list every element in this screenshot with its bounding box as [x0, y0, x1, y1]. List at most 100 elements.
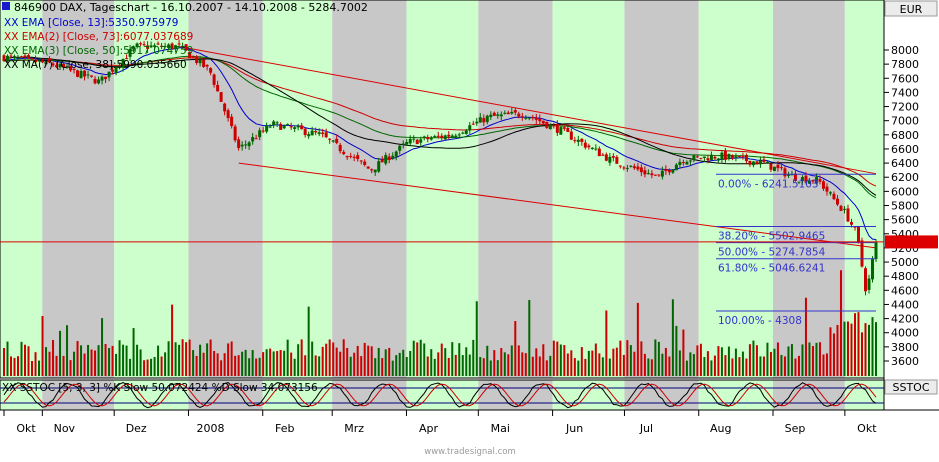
volume-bar — [762, 356, 765, 376]
x-tick-label: Nov — [54, 422, 76, 435]
candle-body — [366, 166, 370, 169]
volume-bar — [479, 357, 482, 376]
indicator-ma38[interactable]: XX MA(7) [Close, 38]:5990.035660 — [4, 59, 187, 71]
candle-body — [629, 165, 633, 167]
last-price-marker — [885, 235, 938, 249]
volume-bar — [10, 356, 13, 376]
volume-bar — [822, 354, 825, 376]
volume-bar — [237, 355, 240, 376]
candle-body — [181, 45, 185, 47]
candle-body — [671, 169, 675, 173]
volume-bar — [668, 356, 671, 376]
candle-body — [261, 130, 265, 132]
volume-bar — [3, 348, 5, 376]
volume-bar — [654, 339, 657, 376]
candle-body — [440, 135, 444, 138]
candle-body — [874, 241, 878, 260]
candle-body — [244, 144, 248, 146]
volume-bar — [279, 350, 282, 376]
candle-body — [153, 45, 157, 47]
volume-bar — [591, 350, 594, 376]
month-band — [114, 0, 189, 378]
candle-body — [566, 127, 570, 133]
volume-bar — [717, 346, 720, 376]
volume-bar — [731, 358, 734, 376]
candle-body — [135, 43, 139, 47]
candle-body — [471, 123, 475, 125]
candle-body — [401, 143, 405, 145]
candle-body — [807, 180, 811, 184]
volume-bar — [171, 304, 174, 376]
volume-bar — [13, 357, 16, 376]
candle-body — [149, 45, 153, 48]
volume-bar — [647, 358, 650, 376]
candle-body — [650, 173, 654, 176]
volume-bar — [150, 358, 153, 376]
volume-bar — [825, 353, 828, 376]
volume-bar — [62, 355, 65, 376]
volume-bar — [227, 343, 230, 376]
volume-bar — [174, 342, 177, 376]
ema50-line — [3, 55, 877, 199]
x-tick-label: Mrz — [344, 422, 364, 435]
month-band — [332, 0, 407, 378]
y-tick-label: 6000 — [891, 185, 919, 198]
x-tick-label: Mai — [491, 422, 510, 435]
candle-body — [639, 167, 643, 173]
candle-body — [604, 154, 608, 161]
candle-body — [209, 68, 213, 73]
candle-body — [146, 45, 150, 49]
candle-body — [356, 155, 360, 160]
volume-bar — [440, 343, 443, 376]
candle-body — [342, 151, 346, 155]
volume-bar — [738, 357, 741, 376]
volume-bars — [3, 270, 877, 376]
candle-body — [765, 161, 769, 163]
volume-bar — [321, 346, 324, 376]
candle-body — [324, 132, 328, 138]
candle-body — [695, 156, 699, 158]
candle-body — [433, 136, 437, 138]
indicator-ema50[interactable]: XX EMA(3) [Close, 50]:5917.074759 — [4, 45, 193, 57]
candle-body — [345, 156, 349, 158]
stoch-lines — [0, 382, 884, 409]
x-tick-label: 2008 — [196, 422, 224, 435]
y-tick-label: 6600 — [891, 143, 919, 156]
volume-bar — [584, 358, 587, 376]
volume-bar — [220, 360, 223, 376]
volume-bar — [535, 348, 538, 376]
candle-body — [464, 130, 468, 134]
time-axis[interactable] — [0, 411, 884, 458]
candle-body — [580, 138, 584, 142]
candle-body — [272, 121, 276, 126]
volume-bar — [720, 347, 723, 376]
candle-body — [377, 161, 381, 172]
volume-bar — [335, 347, 338, 376]
volume-bar — [633, 351, 636, 376]
volume-bar — [132, 328, 135, 376]
candle-body — [709, 155, 713, 161]
volume-bar — [325, 343, 328, 376]
indicator-ema73[interactable]: XX EMA(2) [Close, 73]:6077.037689 — [4, 31, 193, 43]
month-band — [698, 0, 773, 378]
volume-bar — [41, 315, 44, 376]
volume-bar — [388, 347, 391, 376]
candles — [2, 39, 878, 296]
candle-body — [636, 166, 640, 170]
volume-bar — [234, 355, 237, 376]
candle-body — [254, 138, 258, 140]
candle-body — [167, 44, 171, 48]
candle-body — [548, 124, 552, 130]
candle-body — [846, 208, 850, 222]
volume-bar — [619, 340, 622, 376]
volume-bar — [437, 352, 440, 376]
candle-body — [104, 76, 108, 80]
candle-body — [727, 154, 731, 159]
volume-bar — [216, 353, 219, 376]
volume-bar — [38, 360, 41, 376]
volume-bar — [507, 354, 510, 376]
stoch-legend[interactable]: XX SSTOC [5, 3, 3] %K Slow 50.072424 %D … — [2, 382, 318, 394]
volume-bar — [573, 358, 576, 376]
candle-body — [615, 156, 619, 164]
indicator-ema13[interactable]: XX EMA [Close, 13]:5350.975979 — [4, 17, 178, 29]
